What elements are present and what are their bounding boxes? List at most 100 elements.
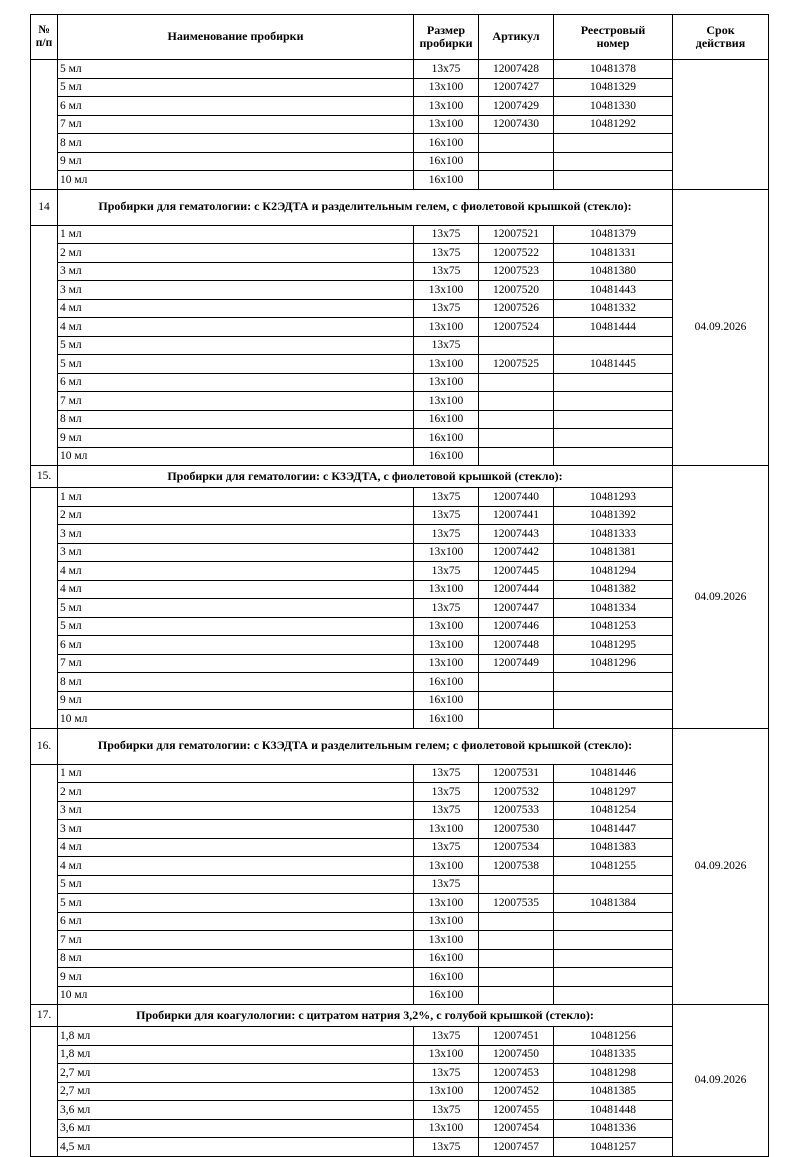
tube-size: 13x100 [413, 1118, 479, 1138]
registry-number: 10481336 [553, 1118, 673, 1138]
tube-volume: 1 мл [57, 224, 414, 244]
tube-size: 13x100 [413, 893, 479, 913]
column-header-term-line1: Срок [706, 22, 735, 37]
table-row: 4 мл 13x75 12007445 10481294 [31, 561, 769, 581]
tube-size: 16x100 [413, 985, 479, 1005]
tube-volume: 1,8 мл [57, 1044, 414, 1064]
table-row: 2 мл 13x75 12007532 10481297 [31, 782, 769, 802]
article-number [478, 967, 554, 987]
registry-number: 10481447 [553, 819, 673, 839]
tube-size: 16x100 [413, 428, 479, 448]
tube-size: 13x75 [413, 763, 479, 783]
registry-number: 10481292 [553, 114, 673, 134]
table-row: 5 мл 13x75 [31, 874, 769, 894]
tube-volume: 10 мл [57, 985, 414, 1005]
registry-number [553, 335, 673, 355]
column-header-number: № п/п [30, 14, 58, 60]
tube-volume: 6 мл [57, 911, 414, 931]
tube-size: 13x100 [413, 96, 479, 116]
article-number: 12007522 [478, 243, 554, 263]
tube-size: 13x75 [413, 1026, 479, 1046]
tube-size: 16x100 [413, 967, 479, 987]
article-number: 12007523 [478, 261, 554, 281]
article-number: 12007442 [478, 542, 554, 562]
column-header-size-line2: пробирки [419, 36, 473, 50]
tube-size: 16x100 [413, 948, 479, 968]
article-number: 12007453 [478, 1063, 554, 1083]
table-row: 9 мл 16x100 [31, 967, 769, 987]
table-row: 7 мл 13x100 [31, 930, 769, 950]
tube-volume: 5 мл [57, 616, 414, 636]
article-number: 12007524 [478, 317, 554, 337]
tube-size: 13x100 [413, 1044, 479, 1064]
registry-number [553, 391, 673, 411]
table-row: 10 мл 16x100 [31, 170, 769, 190]
registry-number: 10481293 [553, 487, 673, 507]
registry-number: 10481294 [553, 561, 673, 581]
tube-volume: 9 мл [57, 967, 414, 987]
tube-size: 13x75 [413, 487, 479, 507]
tube-size: 13x100 [413, 114, 479, 134]
registry-number: 10481448 [553, 1100, 673, 1120]
registry-number: 10481295 [553, 635, 673, 655]
tube-volume: 3 мл [57, 280, 414, 300]
article-number: 12007449 [478, 653, 554, 673]
table-row: 3 мл 13x100 12007442 10481381 [31, 542, 769, 562]
tube-size: 13x75 [413, 224, 479, 244]
tube-volume: 2 мл [57, 243, 414, 263]
registry-number [553, 948, 673, 968]
article-number: 12007454 [478, 1118, 554, 1138]
table-row: 4 мл 13x75 12007526 10481332 [31, 298, 769, 318]
article-number [478, 930, 554, 950]
tube-size: 16x100 [413, 709, 479, 729]
registry-number: 10481385 [553, 1081, 673, 1101]
tube-volume: 5 мл [57, 77, 414, 97]
tube-volume: 9 мл [57, 428, 414, 448]
table-row: 5 мл 13x75 12007447 10481334 [31, 598, 769, 618]
tube-size: 13x75 [413, 524, 479, 544]
tube-size: 13x100 [413, 1081, 479, 1101]
table-row: 1 мл 13x75 12007531 10481446 [30, 763, 769, 1005]
article-number [478, 391, 554, 411]
column-header-name: Наименование пробирки [57, 14, 414, 60]
registry-number: 10481445 [553, 354, 673, 374]
table-row: 4 мл 13x75 12007534 10481383 [31, 837, 769, 857]
tube-volume: 6 мл [57, 635, 414, 655]
registry-number: 10481257 [553, 1137, 673, 1157]
tube-volume: 3 мл [57, 819, 414, 839]
table-row: 6 мл 13x100 12007448 10481295 [31, 635, 769, 655]
registry-number: 10481329 [553, 77, 673, 97]
table-row: 6 мл 13x100 12007429 10481330 [31, 96, 769, 116]
tube-size: 13x100 [413, 653, 479, 673]
table-header: № п/п Наименование пробирки Размер проби… [30, 14, 769, 60]
article-number [478, 409, 554, 429]
registry-number: 10481330 [553, 96, 673, 116]
table-row: 5 мл 13x75 [31, 335, 769, 355]
column-header-size-line1: Размер [426, 22, 466, 37]
tube-size: 16x100 [413, 170, 479, 190]
tube-size: 13x75 [413, 59, 479, 79]
registry-number: 10481333 [553, 524, 673, 544]
article-number: 12007520 [478, 280, 554, 300]
registry-number: 10481381 [553, 542, 673, 562]
tube-volume: 6 мл [57, 96, 414, 116]
tube-volume: 5 мл [57, 874, 414, 894]
registry-number: 10481379 [553, 224, 673, 244]
article-number: 12007428 [478, 59, 554, 79]
tube-size: 13x75 [413, 243, 479, 263]
article-number: 12007525 [478, 354, 554, 374]
table-row: 9 мл 16x100 [31, 151, 769, 171]
registry-number: 10481334 [553, 598, 673, 618]
article-number [478, 372, 554, 392]
registry-number: 10481383 [553, 837, 673, 857]
tube-volume: 7 мл [57, 930, 414, 950]
tube-volume: 4 мл [57, 317, 414, 337]
table-row: 5 мл 13x75 12007428 10481378 [30, 59, 769, 190]
tube-size: 13x100 [413, 635, 479, 655]
tube-volume: 5 мл [57, 335, 414, 355]
tube-volume: 10 мл [57, 170, 414, 190]
tube-size: 13x100 [413, 911, 479, 931]
article-number: 12007446 [478, 616, 554, 636]
registry-number [553, 446, 673, 466]
registry-number: 10481256 [553, 1026, 673, 1046]
